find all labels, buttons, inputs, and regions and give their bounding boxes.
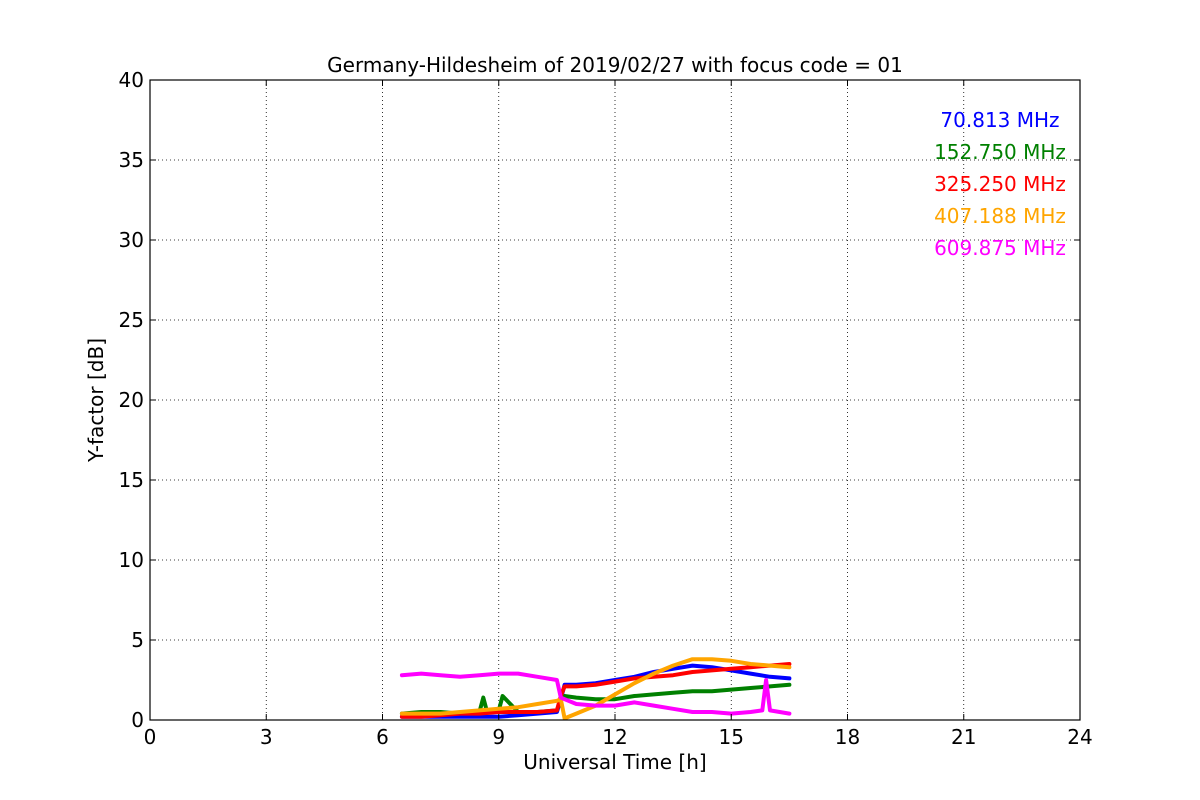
series-line-325-250-mhz bbox=[399, 662, 792, 719]
legend-entry: 325.250 MHz bbox=[934, 172, 1066, 196]
x-tick-label: 6 bbox=[376, 725, 389, 749]
y-tick-label: 30 bbox=[119, 228, 144, 252]
y-tick-label: 25 bbox=[119, 308, 144, 332]
y-tick-label: 40 bbox=[119, 68, 144, 92]
x-tick-label: 3 bbox=[260, 725, 273, 749]
legend-entry: 152.750 MHz bbox=[934, 140, 1066, 164]
x-tick-label: 15 bbox=[719, 725, 744, 749]
axis-ticks: 0 3 6 9 12 15 18 21 24 0 5 10 15 20 25 30 35 40 bbox=[119, 68, 1093, 749]
y-tick-label: 10 bbox=[119, 548, 144, 572]
y-axis-label: Y-factor [dB] bbox=[84, 338, 108, 463]
series-line-407-188-mhz bbox=[399, 657, 792, 721]
x-tick-label: 21 bbox=[951, 725, 976, 749]
series-line-152-750-mhz bbox=[399, 682, 792, 716]
y-tick-label: 35 bbox=[119, 148, 144, 172]
x-tick-label: 9 bbox=[492, 725, 505, 749]
legend-entry: 70.813 MHz bbox=[940, 108, 1059, 132]
legend-entry: 609.875 MHz bbox=[934, 236, 1066, 260]
chart-title: Germany-Hildesheim of 2019/02/27 with fo… bbox=[327, 53, 903, 77]
y-tick-label: 15 bbox=[119, 468, 144, 492]
y-tick-label: 20 bbox=[119, 388, 144, 412]
y-tick-label: 5 bbox=[131, 628, 144, 652]
x-axis-label: Universal Time [h] bbox=[523, 750, 706, 774]
legend: 70.813 MHz 152.750 MHz 325.250 MHz 407.188 … bbox=[934, 108, 1066, 260]
grid bbox=[150, 80, 1080, 720]
series-line-609-875-mhz bbox=[399, 671, 792, 716]
x-tick-label: 18 bbox=[835, 725, 860, 749]
y-tick-label: 0 bbox=[131, 708, 144, 732]
x-tick-label: 0 bbox=[144, 725, 157, 749]
series-layer bbox=[399, 657, 792, 721]
legend-entry: 407.188 MHz bbox=[934, 204, 1066, 228]
x-tick-label: 24 bbox=[1067, 725, 1092, 749]
x-tick-label: 12 bbox=[602, 725, 627, 749]
